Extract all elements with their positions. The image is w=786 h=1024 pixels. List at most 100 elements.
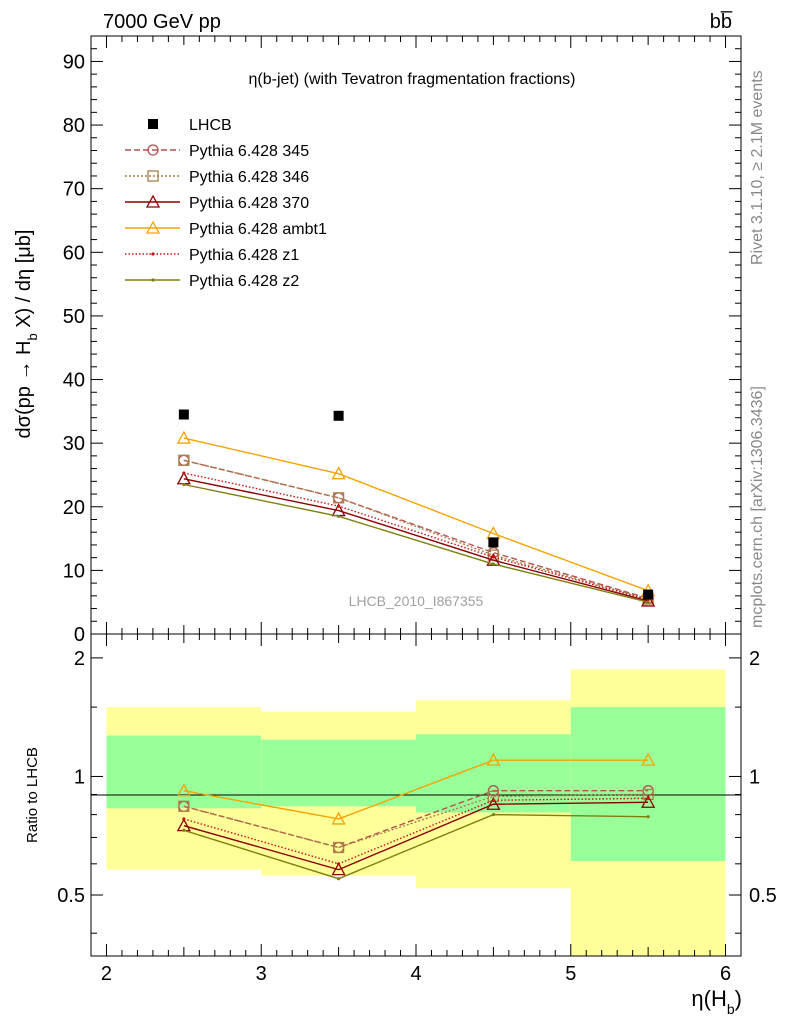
legend-marker-2 bbox=[145, 194, 161, 208]
rivet-version-label: Rivet 3.1.10, ≥ 2.1M events bbox=[749, 70, 766, 265]
ratio-4-point bbox=[182, 817, 186, 821]
legend-label-3: Pythia 6.428 ambt1 bbox=[189, 221, 327, 238]
main-y-tick-label: 0 bbox=[74, 624, 85, 646]
ratio-line-1 bbox=[183, 793, 649, 849]
ratio-4-point bbox=[337, 862, 341, 866]
ratio-line-2 bbox=[183, 801, 649, 871]
legend-label-4: Pythia 6.428 z1 bbox=[189, 247, 299, 264]
x-axis-label-main: η(H bbox=[691, 986, 726, 1011]
legend-label-2: Pythia 6.428 370 bbox=[189, 195, 309, 212]
legend-marker-lhcb bbox=[148, 119, 158, 129]
series-line-3 bbox=[183, 437, 649, 592]
ratio-panel: 0.5 0.5 1 1 2 2 2 3 4 5 6 Ratio to LHCB η(Hb) bbox=[24, 633, 777, 1017]
ratio-y-tick-label-right: 2 bbox=[749, 648, 760, 670]
ratio-line-4 bbox=[183, 797, 649, 865]
energy-title: 7000 GeV pp bbox=[103, 11, 221, 33]
x-axis-label-tail: ) bbox=[735, 986, 742, 1011]
main-y-tick-label: 20 bbox=[63, 497, 85, 519]
x-tick-label: 4 bbox=[410, 963, 421, 985]
x-tick-label: 3 bbox=[256, 963, 267, 985]
series-4-point bbox=[182, 471, 186, 475]
main-y-axis-label-tail: X) / dη [μb] bbox=[13, 230, 35, 334]
legend-marker-5 bbox=[151, 278, 155, 282]
ratio-line-5 bbox=[183, 813, 649, 880]
ratio-axes: 0.5 0.5 1 1 2 2 2 3 4 5 6 bbox=[57, 634, 777, 985]
series-line-4 bbox=[183, 472, 649, 601]
x-tick-label: 2 bbox=[101, 963, 112, 985]
lhcb-data-point bbox=[333, 410, 344, 421]
ratio-5-point bbox=[491, 813, 495, 817]
legend: LHCB Pythia 6.428 345 Pythia 6.428 346 Pyth… bbox=[125, 117, 327, 290]
ratio-band-green bbox=[261, 739, 416, 807]
legend-marker-0 bbox=[147, 144, 159, 156]
main-y-axis-label-sub: b bbox=[25, 333, 40, 340]
main-y-tick-label: 40 bbox=[63, 370, 85, 392]
series-line-0 bbox=[183, 459, 649, 600]
main-axes: 0 10 20 30 40 50 60 70 80 90 bbox=[63, 35, 741, 646]
chart-title: η(b-jet) (with Tevatron fragmentation fr… bbox=[249, 71, 576, 88]
series-5-point bbox=[182, 482, 186, 487]
ratio-2-point bbox=[331, 862, 346, 876]
ratio-5-point bbox=[182, 828, 186, 832]
series-0-point bbox=[332, 492, 345, 504]
main-panel: 0 10 20 30 40 50 60 70 80 90 η(b-jet) (with Tevat… bbox=[13, 35, 742, 646]
legend-label-0: Pythia 6.428 345 bbox=[189, 143, 309, 160]
main-y-axis-label: dσ(pp → Hb X) / dη [μb] bbox=[13, 230, 40, 439]
ratio-y-tick-label: 1 bbox=[74, 766, 85, 788]
x-tick-label: 5 bbox=[565, 963, 576, 985]
series-line-1 bbox=[183, 459, 649, 600]
main-y-tick-label: 90 bbox=[63, 51, 85, 73]
series-5-point bbox=[491, 562, 495, 566]
legend-marker-1 bbox=[147, 170, 159, 182]
ratio-3-point bbox=[176, 783, 191, 797]
watermark-label: LHCB_2010_I867355 bbox=[349, 593, 484, 609]
ratio-1-point bbox=[178, 800, 190, 812]
x-axis-label-sub: b bbox=[727, 1001, 735, 1017]
series-1-point bbox=[178, 454, 190, 466]
ratio-uncertainty-bands bbox=[106, 669, 726, 956]
ratio-3-point bbox=[331, 811, 346, 825]
main-data-marks bbox=[176, 409, 656, 607]
ratio-y-axis-label: Ratio to LHCB bbox=[24, 747, 41, 843]
series-4-point bbox=[337, 504, 341, 508]
ratio-0-point bbox=[487, 785, 500, 797]
series-2-point bbox=[641, 593, 656, 607]
ratio-5-point bbox=[646, 815, 650, 819]
ratio-5-point bbox=[337, 877, 341, 881]
series-line-5 bbox=[183, 483, 649, 603]
ratio-data-marks bbox=[176, 752, 656, 881]
main-y-tick-label: 50 bbox=[63, 306, 85, 328]
main-y-tick-label: 60 bbox=[63, 242, 85, 264]
series-4-point bbox=[491, 555, 495, 559]
mcplots-source-label: mcplots.cern.ch [arXiv:1306.3436] bbox=[749, 386, 766, 628]
ratio-2-point bbox=[486, 796, 501, 810]
ratio-frame bbox=[90, 633, 742, 957]
series-line-2 bbox=[183, 478, 649, 602]
main-y-tick-label: 70 bbox=[63, 179, 85, 201]
legend-label-5: Pythia 6.428 z2 bbox=[189, 273, 299, 290]
ratio-4-point bbox=[491, 798, 495, 802]
ratio-y-tick-label-right: 1 bbox=[749, 766, 760, 788]
legend-label-1: Pythia 6.428 346 bbox=[189, 169, 309, 186]
x-axis-label: η(Hb) bbox=[691, 986, 742, 1017]
ratio-band-green bbox=[570, 707, 726, 861]
series-3-point bbox=[331, 466, 346, 480]
series-5-point bbox=[337, 514, 341, 518]
x-tick-label: 6 bbox=[720, 963, 731, 985]
ratio-y-tick-label-right: 0.5 bbox=[749, 885, 777, 907]
process-title: bb̅ bbox=[710, 10, 733, 33]
ratio-y-tick-label: 2 bbox=[74, 648, 85, 670]
ratio-3-point bbox=[486, 752, 501, 766]
ratio-3-point bbox=[641, 752, 656, 766]
main-y-tick-label: 10 bbox=[63, 560, 85, 582]
series-5-point bbox=[646, 600, 650, 604]
ratio-y-tick-label: 0.5 bbox=[57, 885, 85, 907]
lhcb-data-point bbox=[178, 409, 189, 420]
main-y-tick-label: 30 bbox=[63, 433, 85, 455]
legend-marker-4 bbox=[151, 252, 155, 256]
legend-label-lhcb: LHCB bbox=[189, 117, 232, 134]
lhcb-data-point bbox=[488, 537, 499, 548]
lhcb-data-point bbox=[643, 589, 654, 600]
main-y-axis-label-main: dσ(pp → H bbox=[13, 341, 35, 439]
